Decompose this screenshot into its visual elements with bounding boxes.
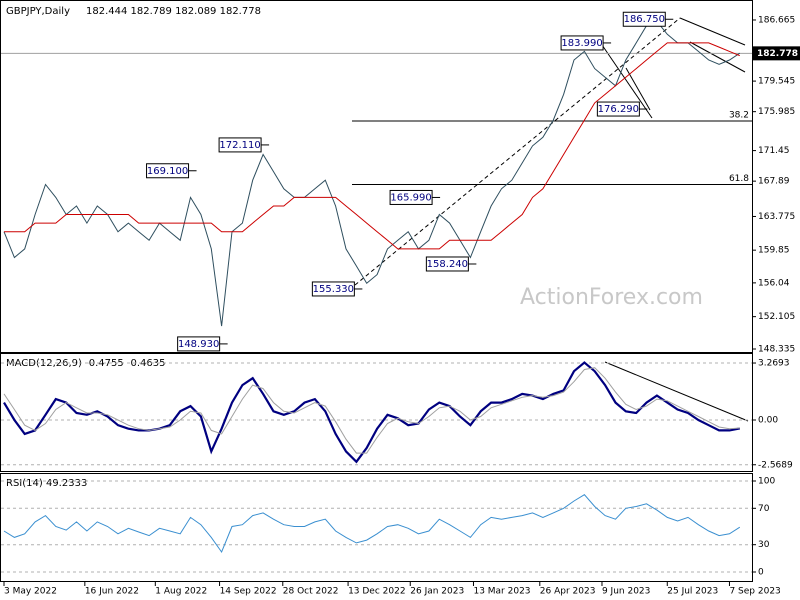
annotation-box <box>389 189 433 205</box>
y-tick-label: 163.775 <box>758 212 795 222</box>
price-frame <box>0 0 753 353</box>
annotation-label: 183.990 <box>561 38 602 49</box>
ohlc-text: 182.444 182.789 182.089 182.778 <box>86 6 261 17</box>
annotation-box <box>425 256 469 272</box>
rsi-frame <box>0 473 753 582</box>
annotation-label: 155.330 <box>313 284 354 295</box>
fib-label: 61.8 <box>729 174 749 184</box>
annotation-box <box>622 11 666 27</box>
y-tick-label: -2.5689 <box>758 460 793 470</box>
annotation-box <box>146 163 190 179</box>
x-tick-label: 3 May 2022 <box>4 587 57 597</box>
series-line <box>3 361 741 464</box>
y-tick-label: 156.04 <box>758 278 790 288</box>
y-tick-label: 70 <box>758 504 770 514</box>
x-tick-label: 7 Sep 2023 <box>729 587 780 597</box>
series-line <box>3 20 741 327</box>
trend-line <box>689 41 746 73</box>
y-tick-label: 0.00 <box>758 415 778 425</box>
macd-frame <box>0 353 753 472</box>
y-tick-label: 175.985 <box>758 107 795 117</box>
x-tick-label: 1 Aug 2022 <box>155 587 207 597</box>
annotation-label: 186.750 <box>624 14 665 25</box>
series-line <box>4 42 740 250</box>
x-tick-label: 13 Mar 2023 <box>473 587 530 597</box>
y-tick-label: 148.335 <box>758 345 795 355</box>
x-tick-label: 25 Jul 2023 <box>667 587 718 597</box>
series-line <box>3 494 741 554</box>
annotation-label: 176.290 <box>598 104 639 115</box>
series-line <box>3 367 740 454</box>
annotation-label: 169.100 <box>147 166 188 177</box>
rsi-title: RSI(14) 49.2333 <box>6 478 87 489</box>
annotation-label: 148.930 <box>178 339 219 350</box>
y-tick-label: 0 <box>758 567 764 577</box>
annotation-label: 172.110 <box>219 140 260 151</box>
x-tick-label: 14 Sep 2022 <box>220 587 277 597</box>
y-tick-label: 179.545 <box>758 77 795 87</box>
annotation-label: 165.990 <box>390 192 431 203</box>
x-tick-label: 16 Jun 2022 <box>85 587 139 597</box>
x-tick-label: 26 Apr 2023 <box>540 587 596 597</box>
x-tick-label: 26 Jan 2023 <box>410 587 464 597</box>
annotation-box <box>311 281 355 297</box>
y-tick-label: 159.85 <box>758 246 790 256</box>
trend-line <box>625 67 651 111</box>
annotation-label: 158.240 <box>427 259 468 270</box>
macd-trend-line <box>604 361 749 422</box>
x-tick-label: 13 Dec 2022 <box>348 587 406 597</box>
trend-line <box>679 17 746 46</box>
x-tick-label: 9 Jun 2023 <box>602 587 650 597</box>
y-tick-label: 167.89 <box>758 177 790 187</box>
y-tick-label: 30 <box>758 540 770 550</box>
y-tick-label: 186.665 <box>758 15 795 25</box>
y-tick-label: 3.2693 <box>758 359 790 369</box>
watermark: ActionForex.com <box>520 285 703 310</box>
trend-line <box>599 41 653 119</box>
annotation-box <box>596 101 640 117</box>
trend-line <box>354 17 681 286</box>
annotation-box <box>560 35 604 51</box>
x-tick-label: 28 Oct 2022 <box>283 587 339 597</box>
last-price-box <box>753 46 800 61</box>
y-tick-label: 152.105 <box>758 312 795 322</box>
annotation-box <box>177 336 221 352</box>
y-tick-label: 171.45 <box>758 146 790 156</box>
fib-label: 38.2 <box>729 110 749 120</box>
y-tick-label: 100 <box>758 477 775 487</box>
last-price-label: 182.778 <box>757 49 798 59</box>
trend-lines <box>354 17 749 422</box>
annotation-box <box>218 137 262 153</box>
symbol-title: GBPJPY,Daily <box>6 6 70 17</box>
